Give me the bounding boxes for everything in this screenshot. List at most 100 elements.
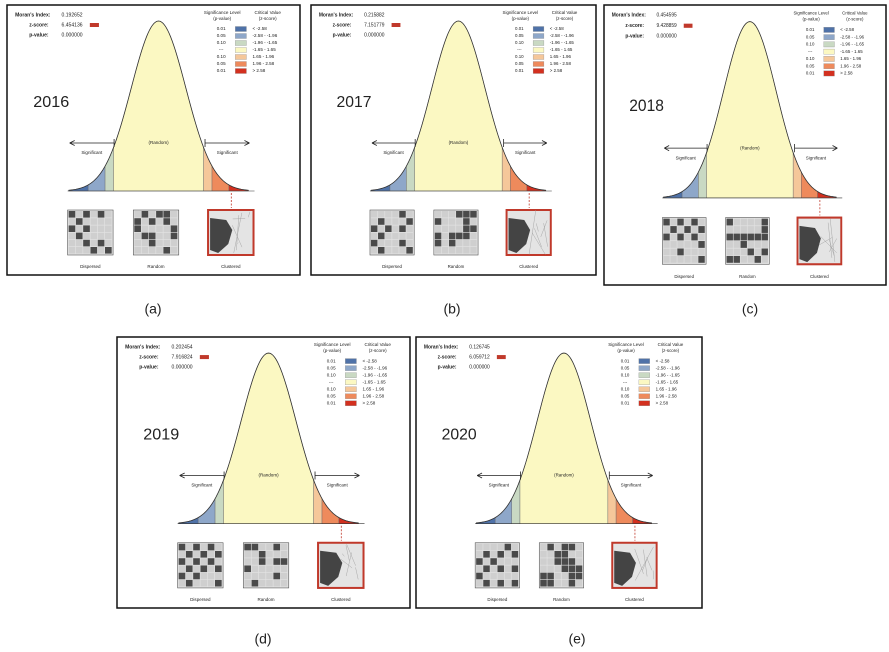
map-cell [186,544,193,551]
thumbnail-label: Clustered [625,597,644,602]
legend-significance: 0.10 [515,40,524,45]
map-cell [476,558,483,565]
map-cell [406,233,412,240]
map-cell [83,218,90,225]
map-cell [193,551,200,558]
map-cell [734,241,740,248]
map-cell [540,565,547,572]
map-cell [163,218,170,225]
map-cell [663,234,669,241]
map-cell [105,247,112,254]
map-cell [698,256,704,263]
legend-critical: -1.65 - 1.65 [656,379,679,384]
map-cell [569,573,576,580]
map-cell [281,573,288,580]
legend-swatch [345,380,356,385]
legend-swatch [345,359,356,364]
figure: (a)Moran's Index:0.192652z-score:6.45413… [0,0,889,652]
map-cell [569,551,576,558]
map-cell [691,241,697,248]
map-cell [179,580,186,587]
map-cell [576,551,583,558]
stat-value: 0.126745 [469,344,490,350]
map-cell [378,218,384,225]
legend-significance: 0.10 [217,40,226,45]
map-cell [684,256,690,263]
legend-critical: -1.65 - 1.65 [840,49,863,54]
map-cell [76,211,83,218]
legend-swatch [639,380,650,385]
legend-critical: -1.96 - -1.65 [656,372,681,377]
map-cell [755,226,761,233]
map-cell [663,241,669,248]
legend-significance: --- [219,47,224,52]
map-cell [171,225,178,232]
legend-significance: 0.10 [515,54,524,59]
stat-label: z-score: [29,22,49,28]
map-cell [569,565,576,572]
map-cell [266,565,273,572]
map-cell [755,234,761,241]
legend-critical: 1.65 - 1.96 [840,56,861,61]
map-cell [576,565,583,572]
map-cell [483,544,490,551]
legend-critical: < -2.58 [550,26,564,31]
map-cell [179,544,186,551]
map-cell [392,233,398,240]
map-cell [200,573,207,580]
map-cell [273,565,280,572]
map-cell [90,247,97,254]
legend-swatch [235,34,246,39]
map-cell [540,573,547,580]
legend-swatch [824,56,835,61]
map-cell [392,211,398,218]
map-cell [748,256,754,263]
map-cell [105,211,112,218]
map-cell [569,558,576,565]
legend-critical: -1.96 - -1.65 [840,42,864,47]
map-cell [505,580,512,587]
map-cell [497,558,504,565]
stat-value: 6.454136 [62,22,83,28]
map-cell [244,551,251,558]
map-cell [554,551,561,558]
map-cell [435,218,441,225]
legend-critical: 1.96 - 2.58 [656,393,678,398]
legend-critical: -1.65 - 1.65 [253,47,277,52]
legend-significance: 0.05 [621,365,630,370]
map-cell [463,247,469,254]
map-cell [200,558,207,565]
map-cell [215,580,222,587]
map-cell [200,544,207,551]
thumbnail-label: Clustered [331,597,351,602]
legend-swatch [533,69,544,74]
map-cell [392,218,398,225]
year-label: 2019 [143,426,179,444]
map-cell [691,248,697,255]
legend-significance: 0.01 [806,71,815,76]
legend-critical: < -2.58 [840,27,854,32]
map-cell [741,248,747,255]
map-cell [762,234,768,241]
map-cell [193,580,200,587]
legend-header: Significance Level [794,10,829,15]
map-cell [142,240,149,247]
legend-header: Critical Value [842,10,868,15]
map-cell [734,219,740,226]
legend-swatch [639,366,650,371]
legend-critical: 1.65 - 1.96 [363,386,385,391]
thumbnail-label: Dispersed [190,597,211,602]
legend-header: Significance Level [314,342,351,347]
map-cell [399,211,405,218]
legend-swatch [345,366,356,371]
map-cell [163,211,170,218]
legend-swatch [235,27,246,32]
map-cell [470,211,476,218]
legend-swatch [824,35,835,40]
map-cell [171,240,178,247]
legend-significance: 0.10 [327,372,336,377]
map-cell [670,219,676,226]
map-cell [456,218,462,225]
stat-label: z-score: [625,23,644,29]
map-cell [748,241,754,248]
